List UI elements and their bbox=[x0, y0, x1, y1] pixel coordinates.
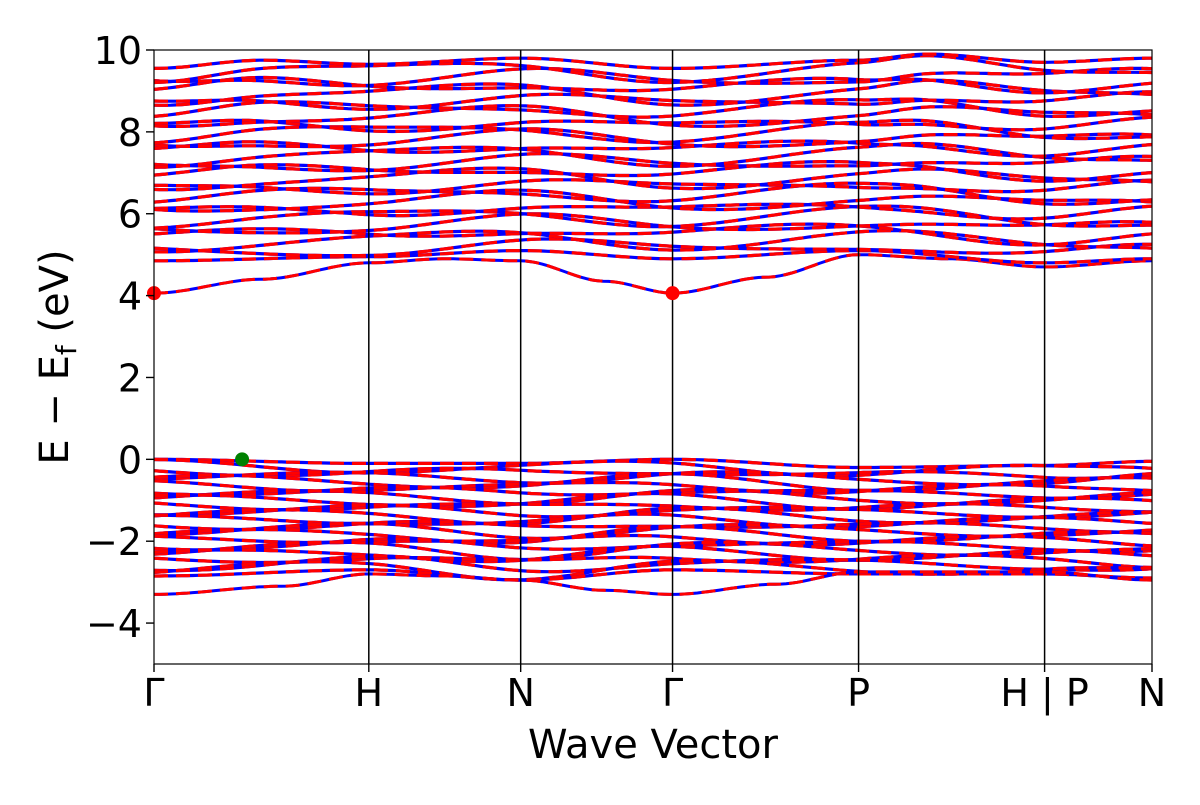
conduction-band-17-spin-down bbox=[154, 127, 1152, 149]
valence-band-24-spin-down bbox=[154, 568, 1152, 582]
conduction-band-3-spin-down bbox=[154, 237, 1152, 258]
conduction-band-21-spin-down bbox=[154, 97, 1152, 119]
conduction-band-12-spin-down bbox=[154, 166, 1152, 192]
y-axis-label-unit: (eV) bbox=[32, 249, 78, 332]
valence-band-5-spin-down bbox=[154, 472, 1152, 493]
y-axis-label-main: E − E bbox=[32, 355, 78, 465]
y-axis-ticks: −4 −2 0 2 4 6 8 10 bbox=[86, 29, 154, 646]
valence-band-lowest-spin-down bbox=[154, 570, 1152, 596]
conduction-band-11-spin-down bbox=[154, 178, 1152, 196]
conduction-band-7-spin-down bbox=[154, 204, 1152, 230]
conduction-band-2-spin-down bbox=[154, 249, 1152, 265]
valence-band-22-spin-down bbox=[154, 554, 1152, 574]
valence-band-19-spin-down bbox=[154, 540, 1152, 562]
y-tick-label-5: 6 bbox=[118, 193, 142, 237]
cbm-marker-2 bbox=[665, 286, 680, 301]
conduction-band-14-spin-down bbox=[154, 152, 1152, 173]
x-tick-label-3: Γ bbox=[662, 671, 683, 715]
x-tick-label-5: H | P bbox=[1000, 671, 1088, 716]
y-tick-label-3: 2 bbox=[118, 356, 142, 400]
conduction-band-23-spin-down bbox=[154, 78, 1152, 107]
conduction-band-9-spin-down bbox=[154, 188, 1152, 213]
y-tick-label-7: 10 bbox=[94, 29, 142, 73]
conduction-band-24-spin-down bbox=[154, 75, 1152, 95]
valence-band-20-spin-down bbox=[154, 544, 1152, 564]
conduction-band-27-spin-down bbox=[154, 52, 1152, 70]
high-symmetry-lines bbox=[368, 50, 1046, 664]
y-axis-label: E − Ef (eV) bbox=[32, 249, 83, 464]
valence-band-4-spin-down bbox=[154, 470, 1152, 487]
y-tick-label-2: 0 bbox=[118, 438, 142, 482]
valence-band-3-spin-down bbox=[154, 466, 1152, 480]
x-axis-label: Wave Vector bbox=[528, 722, 779, 768]
y-tick-label-0: −4 bbox=[86, 602, 142, 646]
valence-band-23-spin-down bbox=[154, 559, 1152, 582]
x-axis-ticks: Γ H N Γ P H | P N bbox=[143, 664, 1166, 716]
conduction-band-5-spin-down bbox=[154, 222, 1152, 247]
plot-frame bbox=[153, 49, 1153, 665]
conduction-band-13-spin-down bbox=[154, 160, 1152, 183]
y-axis-label-subscript: f bbox=[50, 344, 83, 355]
valence-band-15-spin-down bbox=[154, 521, 1152, 541]
conduction-band-15-spin-down bbox=[154, 141, 1152, 169]
valence-band-8-spin-down bbox=[154, 487, 1152, 506]
valence-band-1-spin-down bbox=[154, 457, 1152, 470]
y-tick-label-6: 8 bbox=[118, 111, 142, 155]
conduction-band-10-spin-down bbox=[154, 181, 1152, 206]
x-tick-label-2: N bbox=[506, 671, 534, 715]
valence-band-16-spin-down bbox=[154, 524, 1152, 545]
valence-band-9-spin-down bbox=[154, 491, 1152, 511]
x-tick-label-4: P bbox=[847, 671, 870, 715]
conduction-band-25-spin-down bbox=[154, 66, 1152, 88]
valence-band-11-spin-down bbox=[154, 503, 1152, 520]
y-tick-label-4: 4 bbox=[118, 275, 142, 319]
valence-band-12-spin-down bbox=[154, 506, 1152, 526]
conduction-band-6-spin-down bbox=[154, 212, 1152, 235]
bands-layer bbox=[154, 52, 1152, 596]
x-tick-label-6: N bbox=[1138, 671, 1166, 715]
extrema-markers bbox=[147, 286, 680, 467]
conduction-band-22-spin-down bbox=[154, 90, 1152, 111]
conduction-band-8-spin-down bbox=[154, 202, 1152, 221]
x-tick-label-1: H bbox=[355, 671, 384, 715]
vbm-marker-3 bbox=[235, 452, 250, 467]
valence-band-14-spin-down bbox=[154, 520, 1152, 534]
conduction-band-19-spin-down bbox=[154, 115, 1152, 134]
conduction-band-20-spin-down bbox=[154, 104, 1152, 128]
conduction-band-26-spin-down bbox=[154, 53, 1152, 85]
conduction-band-4-spin-down bbox=[154, 229, 1152, 254]
y-tick-label-1: −2 bbox=[86, 520, 142, 564]
y-axis-label-unit-spacer bbox=[32, 333, 78, 346]
x-tick-label-0: Γ bbox=[143, 671, 164, 715]
